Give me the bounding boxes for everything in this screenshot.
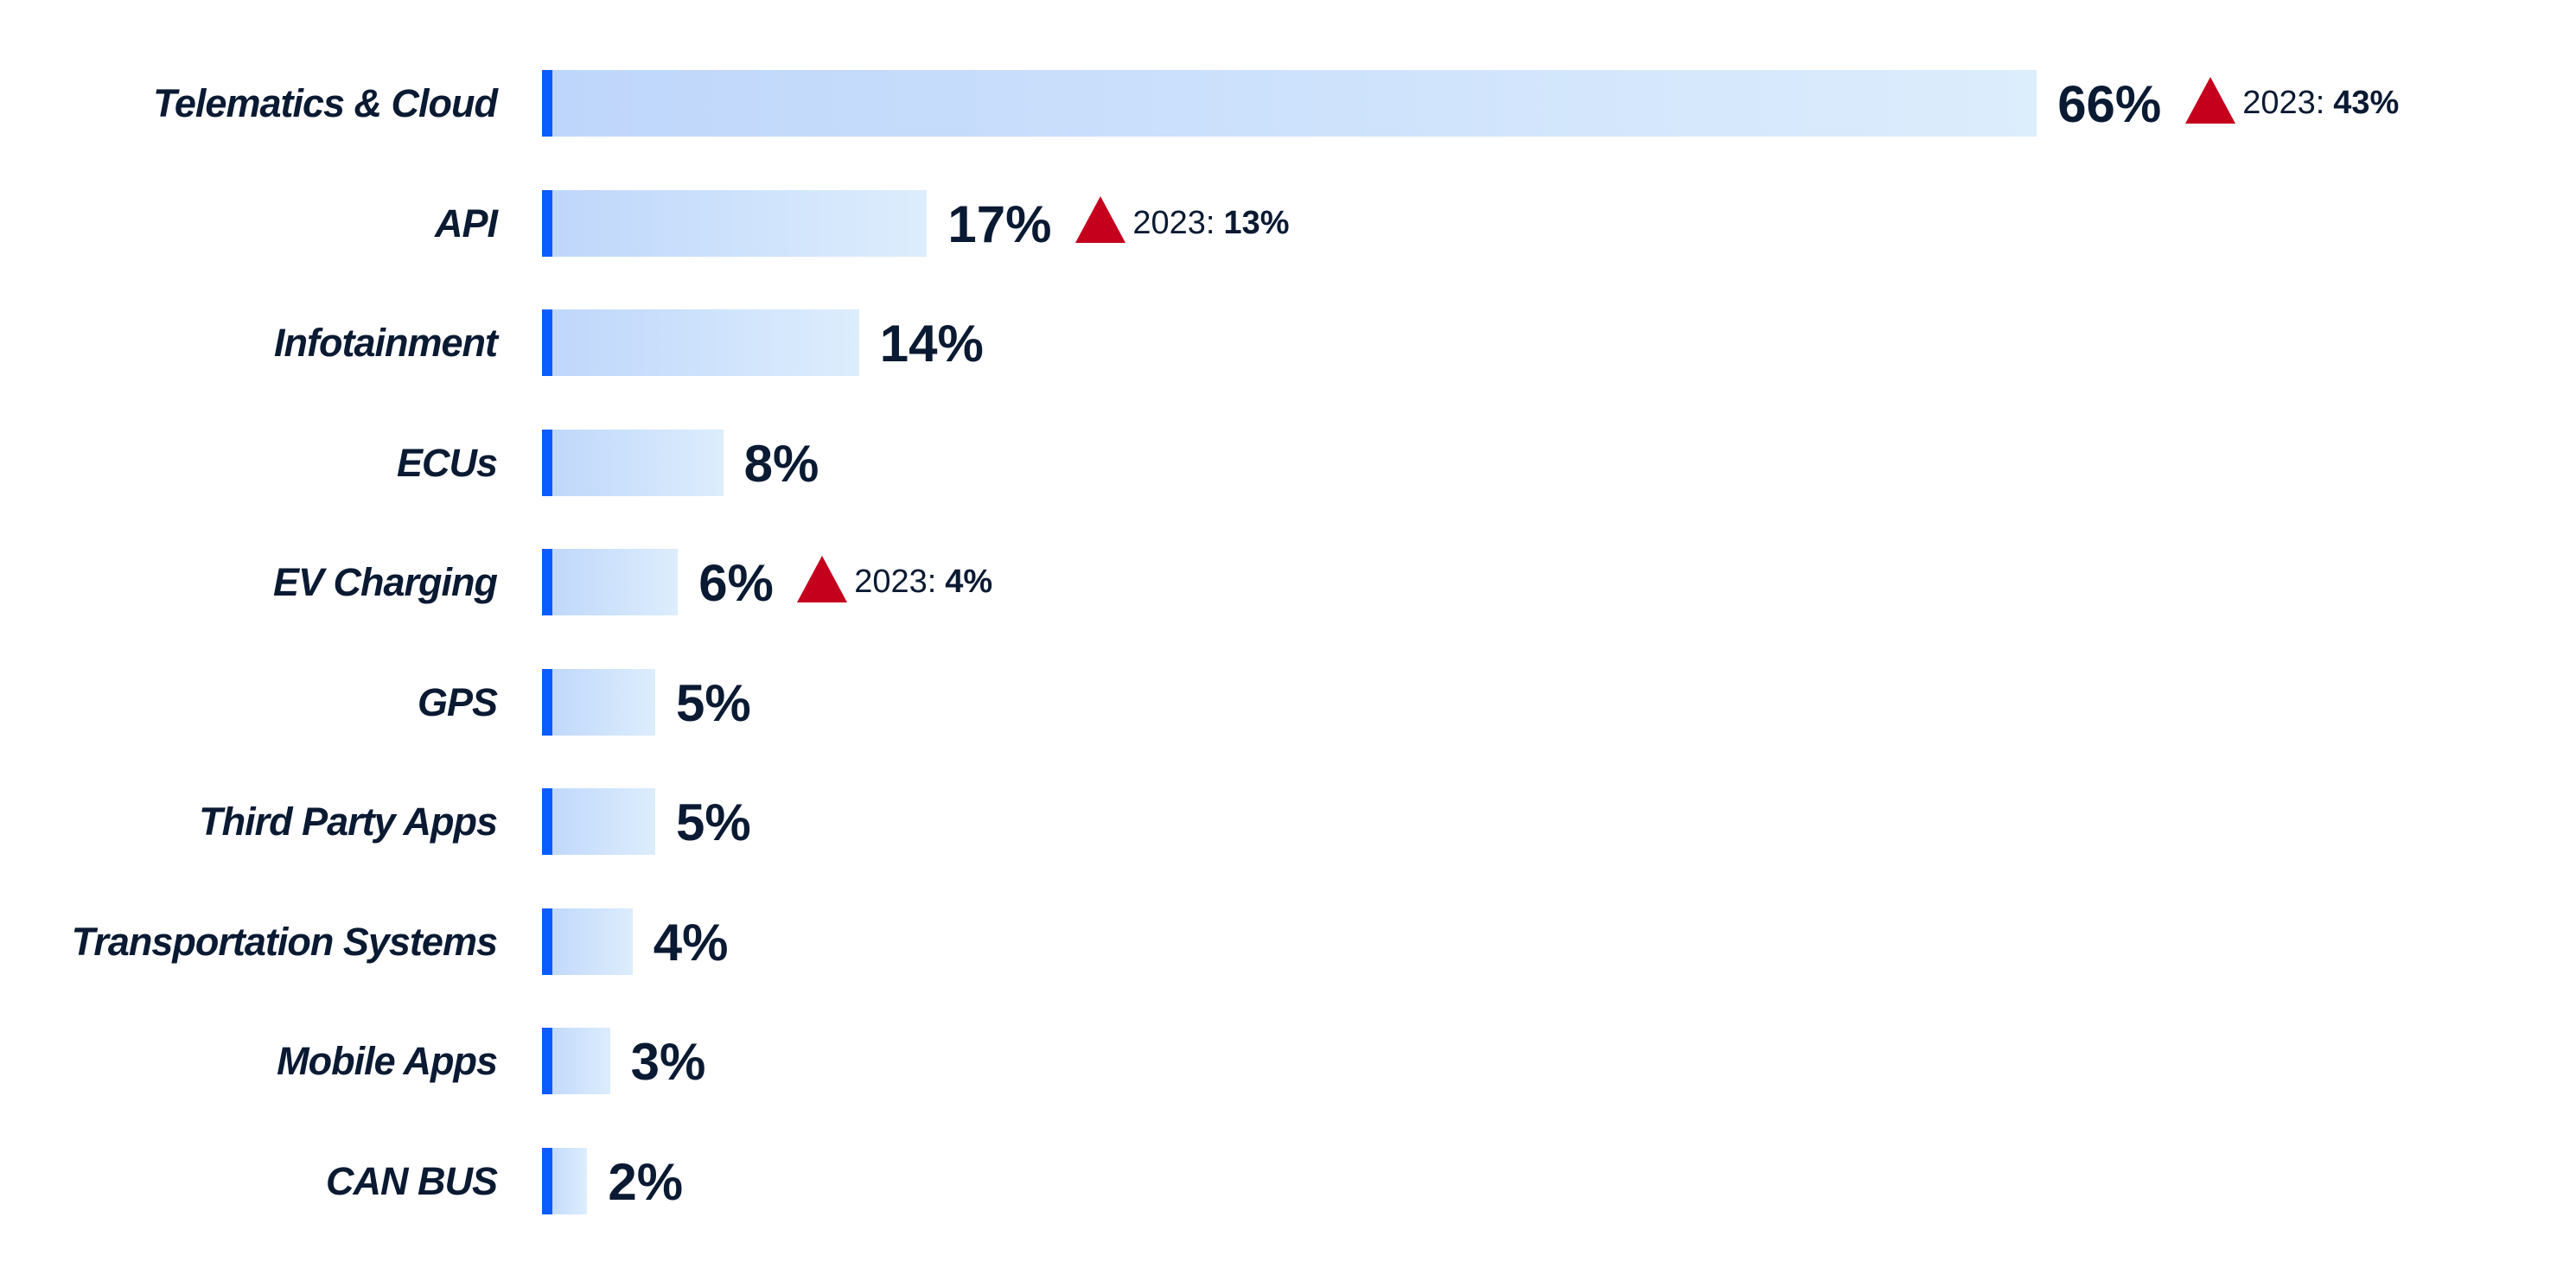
value-label: 2% — [608, 1152, 684, 1211]
comparison-value: 13% — [1223, 204, 1290, 241]
category-label: Transportation Systems — [71, 919, 498, 964]
value-label: 8% — [743, 434, 819, 493]
bar-edge-accent — [542, 70, 552, 137]
bar-edge-accent — [542, 429, 552, 496]
bar — [542, 70, 2037, 137]
bar-row: ECUs 8% — [0, 429, 2576, 496]
category-label: Mobile Apps — [277, 1039, 498, 1083]
comparison-value: 43% — [2333, 85, 2400, 121]
bar — [542, 429, 724, 496]
category-label: API — [434, 201, 498, 245]
bar-edge-accent — [542, 189, 552, 257]
comparison-annotation: 2023: 4% — [797, 549, 992, 615]
bar-edge-accent — [542, 309, 552, 376]
bar-row: CAN BUS 2% — [0, 1147, 2576, 1214]
value-label: 66% — [2057, 75, 2162, 133]
value-label: 4% — [653, 913, 729, 972]
bar — [542, 1028, 610, 1094]
comparison-year: 2023: — [2242, 85, 2325, 121]
bar — [542, 908, 633, 975]
comparison-annotation: 2023: 13% — [1075, 190, 1290, 257]
category-label: Infotainment — [274, 321, 498, 365]
value-label: 17% — [947, 194, 1052, 253]
bar-row: Mobile Apps 3% — [0, 1028, 2576, 1094]
comparison-value: 4% — [945, 564, 993, 600]
category-label: EV Charging — [272, 560, 498, 604]
bar — [542, 189, 928, 257]
bar-edge-accent — [542, 788, 552, 855]
bar — [542, 549, 679, 615]
bar-edge-accent — [542, 1147, 552, 1214]
category-label: Third Party Apps — [199, 800, 498, 844]
category-label: ECUs — [396, 440, 498, 485]
comparison-annotation: 2023: 43% — [2185, 70, 2399, 137]
bar-row: Infotainment 14% — [0, 309, 2576, 376]
category-label: Telematics & Cloud — [153, 81, 498, 125]
bar-row: Transportation Systems 4% — [0, 908, 2576, 975]
trend-up-triangle-icon — [1075, 196, 1126, 243]
value-label: 6% — [698, 554, 774, 612]
value-label: 3% — [630, 1033, 706, 1091]
bar-edge-accent — [542, 1028, 552, 1094]
bar — [542, 1147, 588, 1214]
value-label: 14% — [879, 315, 984, 373]
value-label: 5% — [676, 673, 751, 732]
trend-up-triangle-icon — [797, 555, 848, 602]
bar-edge-accent — [542, 549, 552, 615]
bar — [542, 788, 655, 855]
comparison-year: 2023: — [1132, 204, 1215, 241]
bar-row: GPS 5% — [0, 668, 2576, 736]
category-label: CAN BUS — [325, 1158, 498, 1203]
bar-edge-accent — [542, 668, 552, 736]
trend-up-triangle-icon — [2185, 76, 2236, 124]
bar — [542, 668, 655, 736]
bar-edge-accent — [542, 908, 552, 975]
value-label: 5% — [676, 793, 751, 851]
category-label: GPS — [417, 679, 498, 724]
bar — [542, 309, 859, 376]
bar-row: API 17% 2023: 13% — [0, 189, 2576, 257]
bar-row: EV Charging 6% 2023: 4% — [0, 549, 2576, 615]
comparison-year: 2023: — [854, 564, 937, 600]
bar-row: Telematics & Cloud 66% 2023: 43% — [0, 70, 2576, 137]
bar-row: Third Party Apps 5% — [0, 788, 2576, 855]
